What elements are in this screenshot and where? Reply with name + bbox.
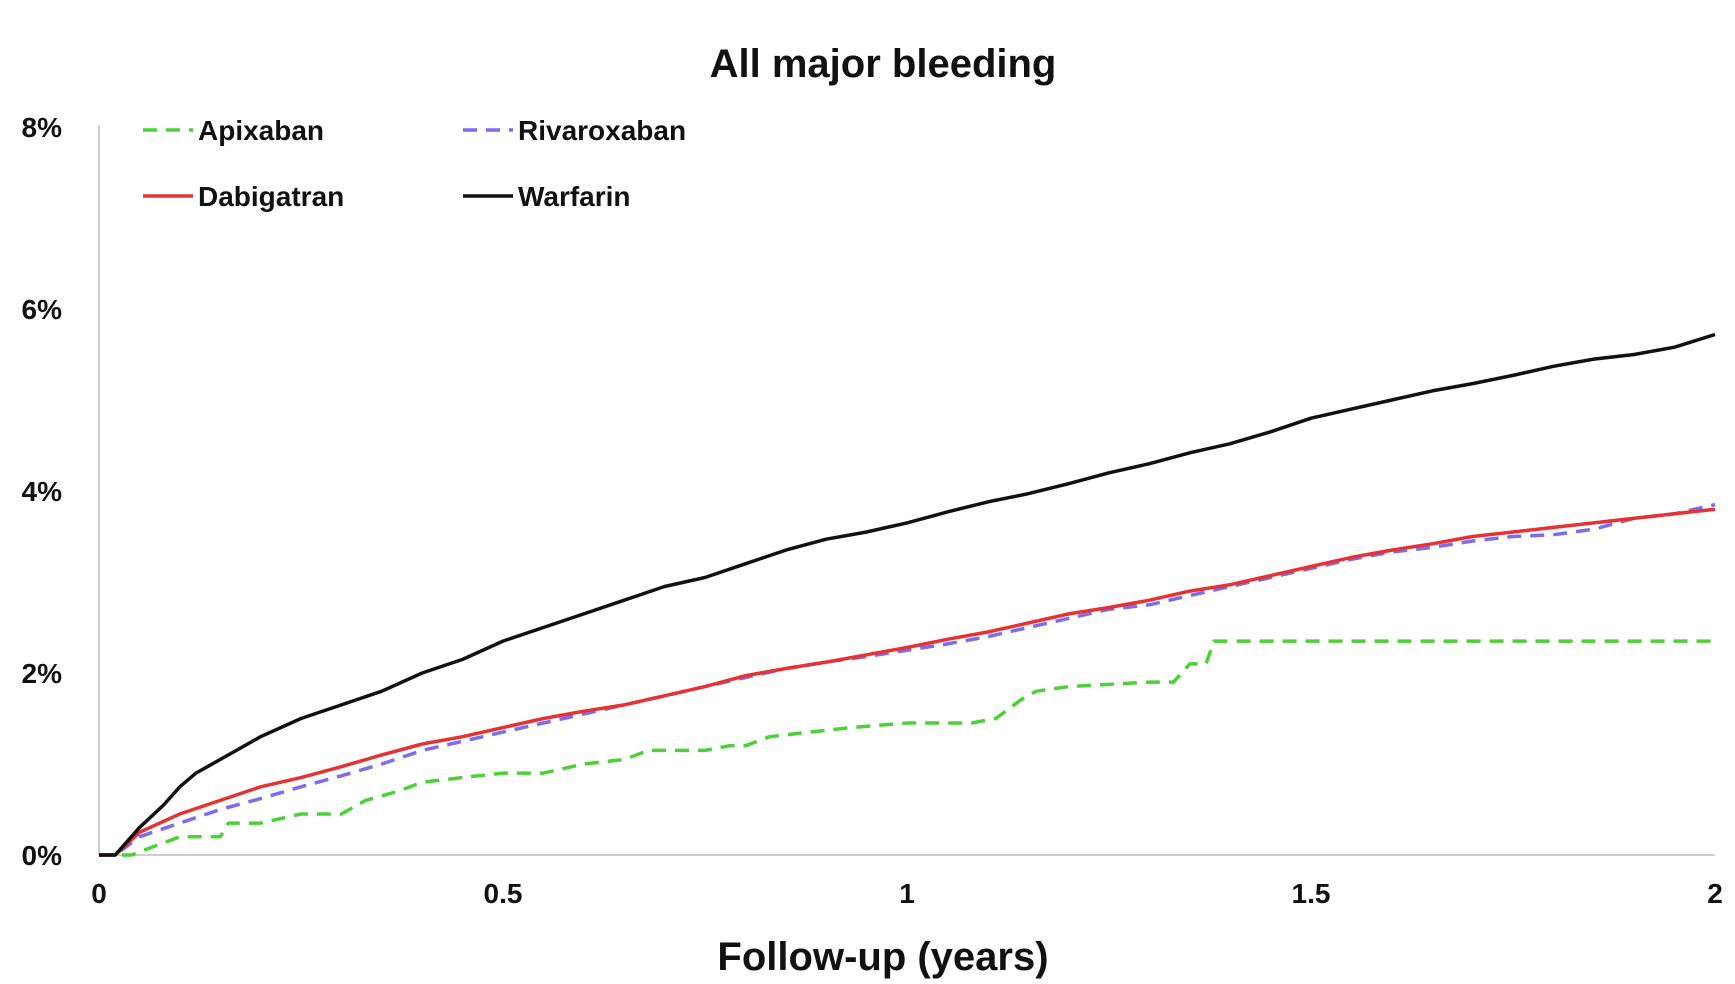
x-tick-label: 1	[899, 878, 915, 909]
x-tick-label: 0	[91, 878, 107, 909]
series-lines	[99, 332, 1716, 857]
y-tick-label: 4%	[22, 476, 63, 507]
series-line-warfarin	[99, 332, 1716, 857]
x-tick-label: 1.5	[1292, 878, 1331, 909]
y-tick-label: 6%	[22, 294, 63, 325]
series-line-rivaroxaban	[99, 502, 1716, 857]
legend-label: Dabigatran	[198, 181, 344, 212]
chart-title: All major bleeding	[710, 42, 1057, 86]
legend-label: Apixaban	[198, 115, 324, 146]
series-line-apixaban	[99, 639, 1715, 857]
x-axis-title: Follow-up (years)	[717, 935, 1048, 979]
x-tick-label: 0.5	[484, 878, 523, 909]
x-tick-label: 2	[1707, 878, 1723, 909]
series-line-dabigatran	[99, 507, 1716, 857]
legend-item-apixaban: Apixaban	[143, 115, 324, 146]
y-tick-label: 8%	[22, 112, 63, 143]
legend-label: Warfarin	[518, 181, 631, 212]
legend-item-rivaroxaban: Rivaroxaban	[463, 115, 686, 146]
legend-label: Rivaroxaban	[518, 115, 686, 146]
y-tick-label: 2%	[22, 658, 63, 689]
x-tick-labels: 0 0.5 1 1.5 2	[91, 878, 1723, 909]
y-tick-label: 0%	[22, 840, 63, 871]
legend-item-warfarin: Warfarin	[463, 181, 631, 212]
y-tick-labels: 0% 2% 4% 6% 8%	[22, 112, 63, 871]
legend-item-dabigatran: Dabigatran	[143, 181, 344, 212]
legend: Apixaban Rivaroxaban Dabigatran Warfarin	[143, 115, 686, 212]
